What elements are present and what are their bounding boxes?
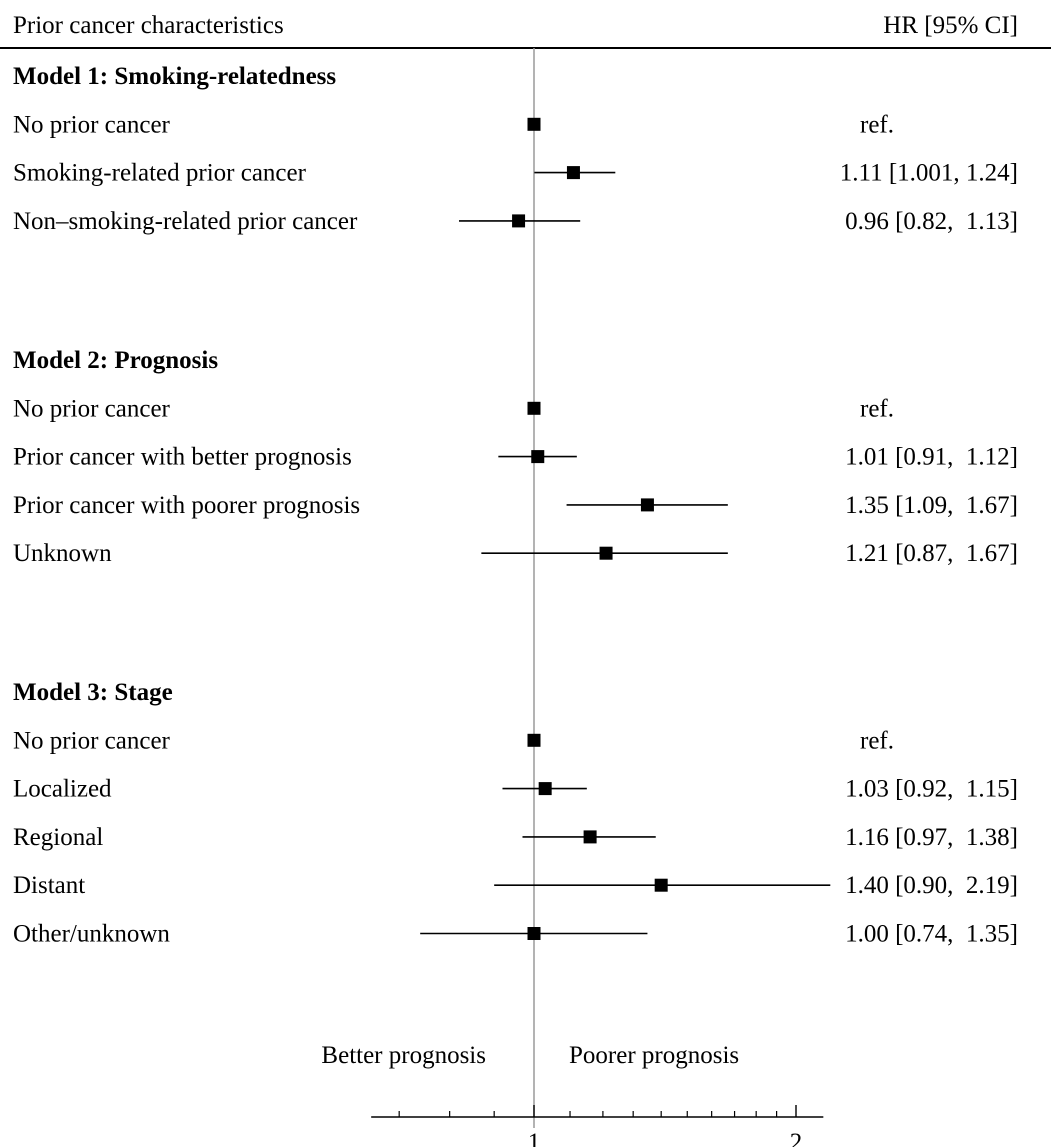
row-label: No prior cancer [13,727,171,754]
row-hr-ci-value: 1.11 [1.001, 1.24] [840,160,1018,187]
hr-marker [527,927,541,940]
tick-label: 1 [528,1129,541,1147]
row-label: Distant [13,872,85,899]
row-label: Non–smoking-related prior cancer [13,208,358,235]
row-hr-ci-value: 1.00 [0.74, 1.35] [845,921,1018,948]
row-hr-ci-value: 1.03 [0.92, 1.15] [845,776,1018,803]
row-label: Prior cancer with poorer prognosis [13,492,360,519]
group-title: Model 1: Smoking-relatedness [13,63,336,90]
row-label: Smoking-related prior cancer [13,160,307,187]
row-label: Other/unknown [13,921,170,948]
hr-marker [654,878,668,892]
row-hr-ci-value: 0.96 [0.82, 1.13] [845,208,1018,235]
row-hr-ci-value: ref. [860,395,894,422]
row-label: Prior cancer with better prognosis [13,444,352,471]
hr-marker [599,546,613,560]
row-label: Unknown [13,540,112,567]
row-hr-ci-value: 1.16 [0.97, 1.38] [845,824,1018,851]
direction-label-better: Better prognosis [321,1042,486,1069]
row-label: Regional [13,824,103,851]
hr-marker [512,214,526,228]
hr-marker [527,401,541,415]
header-label: Prior cancer characteristics [13,12,284,39]
hr-marker [531,450,545,464]
header-hr-ci: HR [95% CI] [883,12,1018,39]
direction-label-poorer: Poorer prognosis [569,1042,739,1069]
hr-marker [583,830,597,844]
group-title: Model 2: Prognosis [13,347,218,374]
row-label: No prior cancer [13,395,171,422]
row-hr-ci-value: ref. [860,111,894,138]
row-hr-ci-value: 1.01 [0.91, 1.12] [845,444,1018,471]
tick-label: 2 [790,1129,803,1147]
hr-marker [538,782,552,796]
row-label: No prior cancer [13,111,171,138]
row-hr-ci-value: 1.40 [0.90, 2.19] [845,872,1018,899]
group-title: Model 3: Stage [13,679,173,706]
hr-marker [527,117,541,131]
row-hr-ci-value: 1.35 [1.09, 1.67] [845,492,1018,519]
row-hr-ci-value: ref. [860,727,894,754]
hr-marker [527,733,541,747]
row-hr-ci-value: 1.21 [0.87, 1.67] [845,540,1018,567]
hr-marker [566,166,580,180]
row-label: Localized [13,776,112,803]
rows-group: Model 1: Smoking-relatedness No prior can… [13,63,1018,948]
hr-marker [640,498,654,512]
